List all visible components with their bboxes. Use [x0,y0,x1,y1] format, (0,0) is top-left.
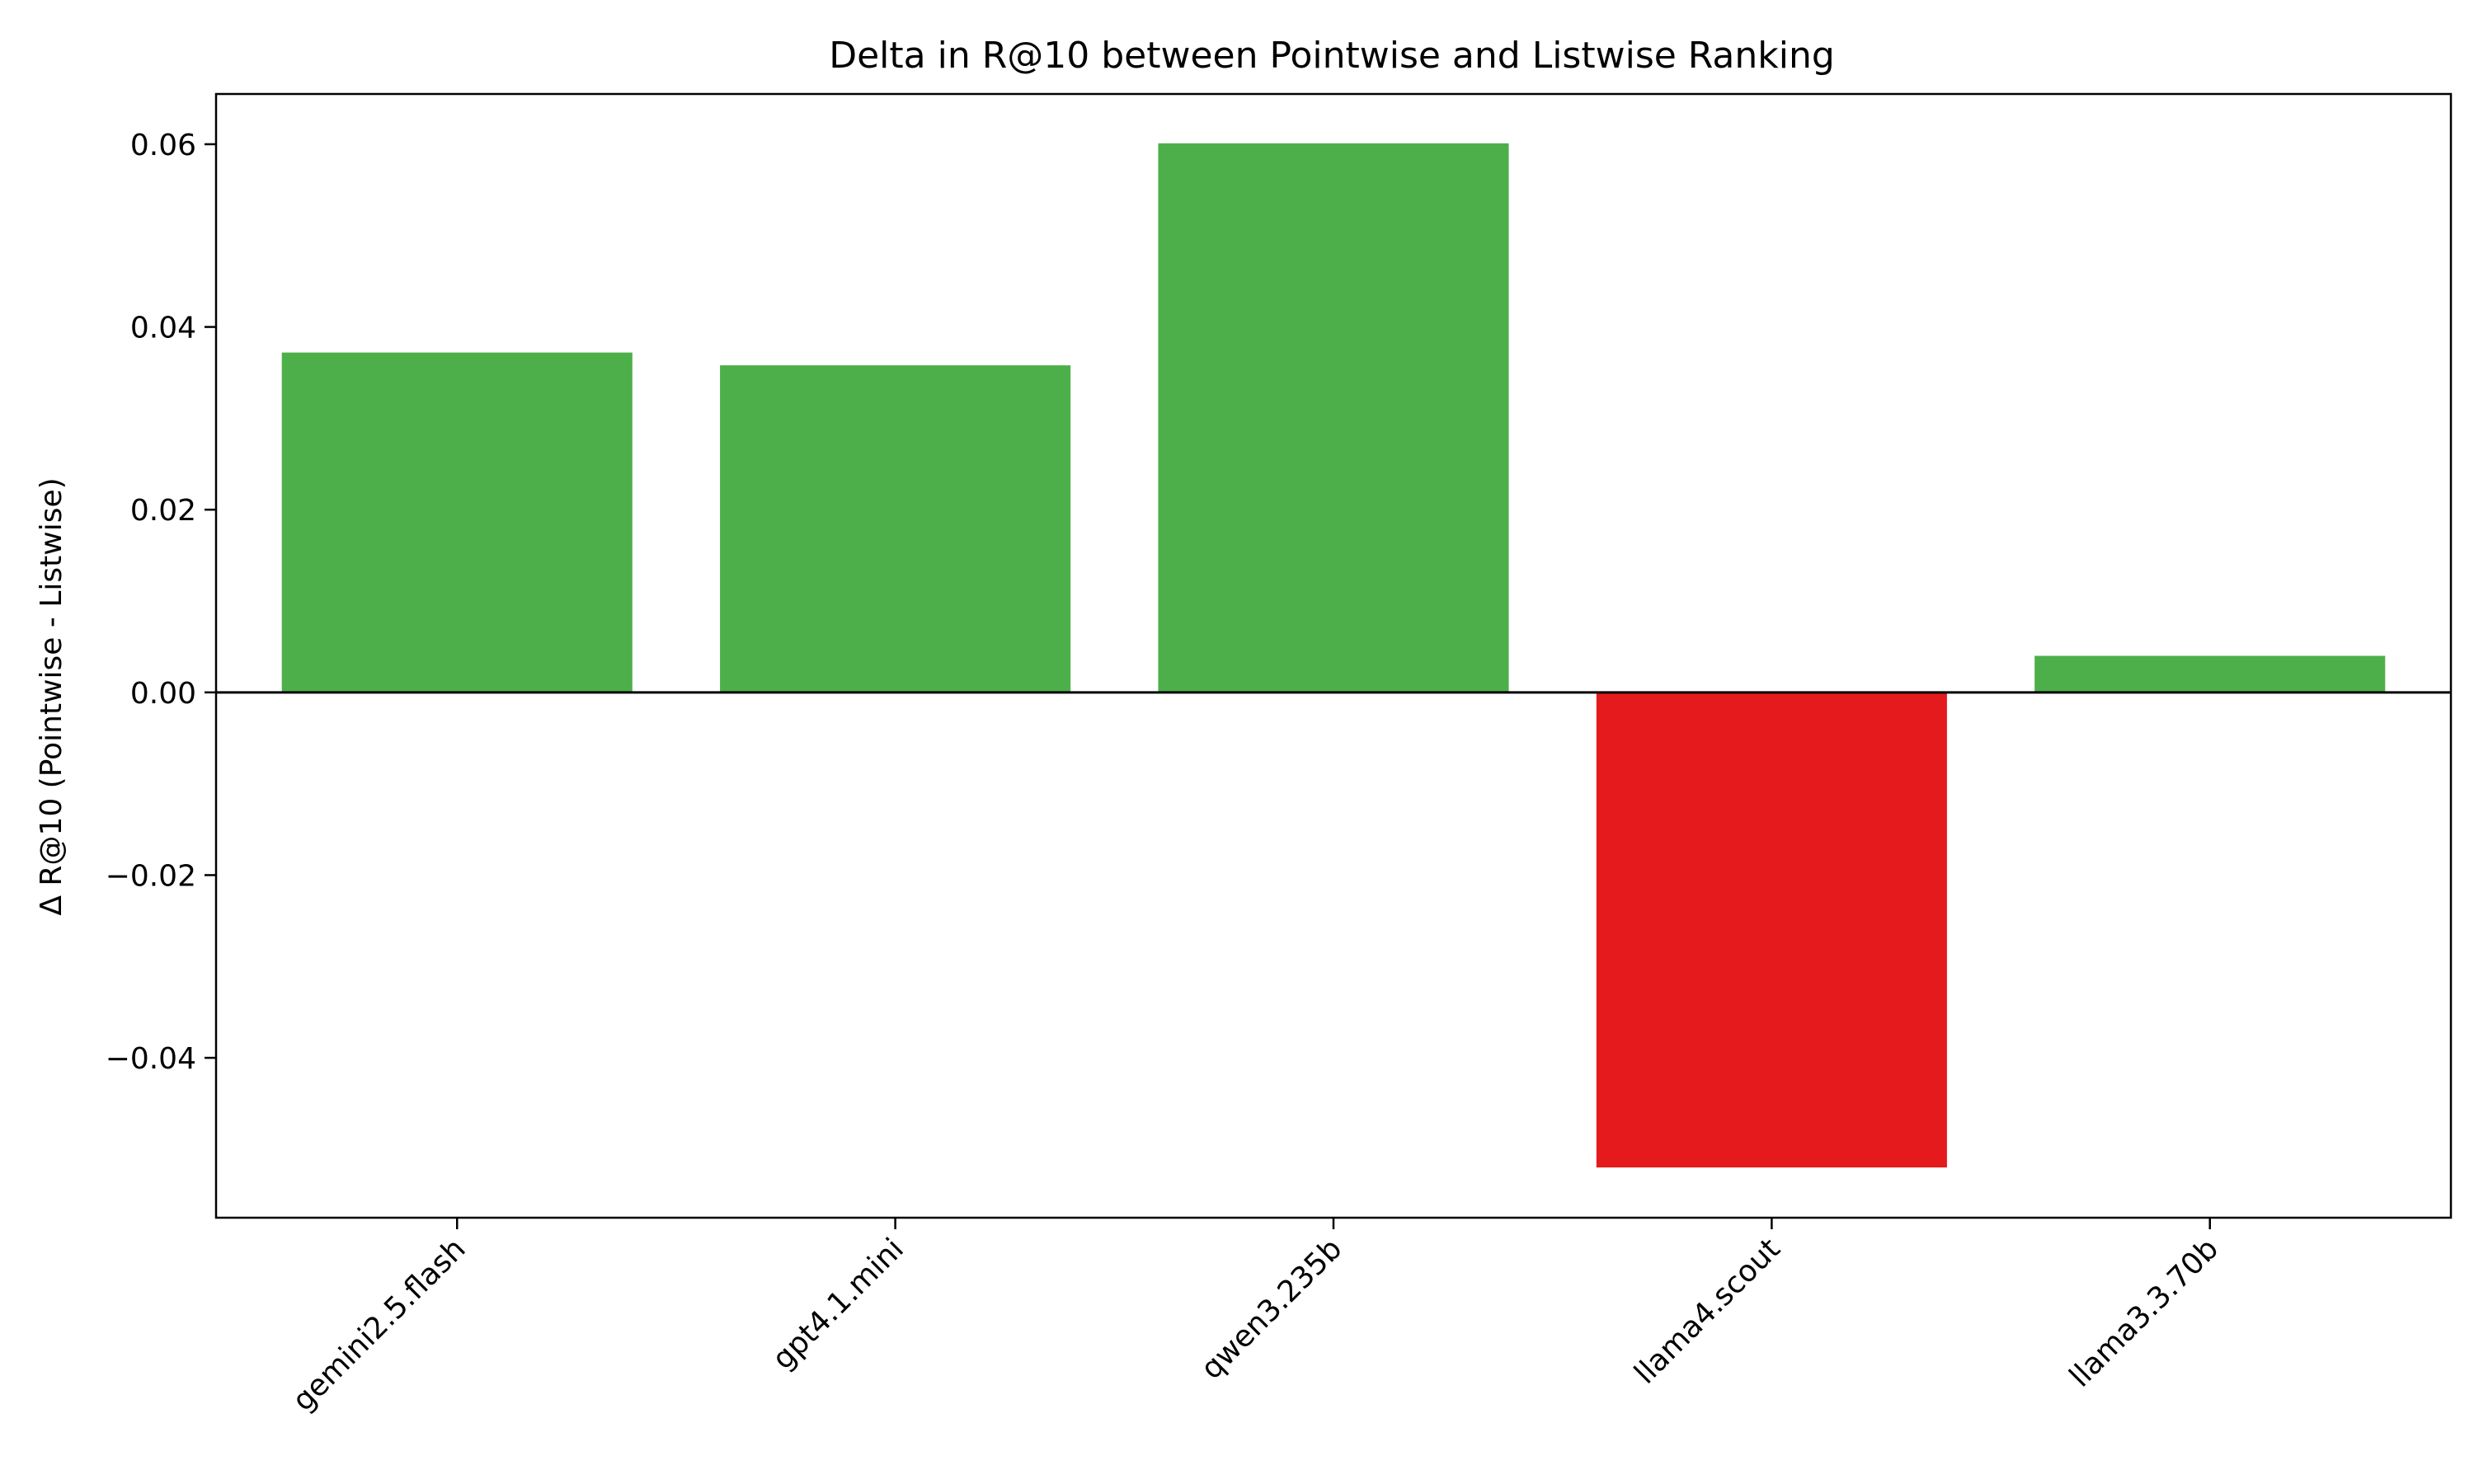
bar-llama3.3.70b [2034,655,2386,693]
x-tick-label: gemini2.5.flash [286,1232,473,1418]
bars-group [281,143,2386,1168]
y-axis-label: Δ R@10 (Pointwise - Listwise) [35,477,68,915]
bar-gemini2.5.flash [281,352,633,693]
chart-title: Delta in R@10 between Pointwise and List… [829,35,1835,77]
y-tick-label: 0.06 [130,129,196,162]
y-tick-label: 0.00 [130,677,196,711]
y-tick-label: 0.02 [130,494,196,528]
plot-frame [214,92,2453,1219]
x-tick-label: llama3.3.70b [2063,1232,2225,1393]
y-tick-label: 0.04 [130,312,196,345]
y-tick-label: −0.02 [106,859,196,893]
x-tick-label: qwen3.235b [1195,1232,1349,1386]
bar-gpt4.1.mini [720,365,1071,693]
bar-qwen3.235b [1158,143,1509,693]
x-tick-label: llama4.scout [1628,1232,1786,1390]
y-axis-ticks: −0.04 −0.02 0.00 0.02 0.04 0.06 [106,129,216,1076]
x-axis-ticks: gemini2.5.flash gpt4.1.mini qwen3.235b llam… [286,1218,2225,1418]
y-tick-label: −0.04 [106,1042,196,1076]
bar-llama4.scout [1596,692,1947,1168]
x-tick-label: gpt4.1.mini [766,1232,910,1376]
